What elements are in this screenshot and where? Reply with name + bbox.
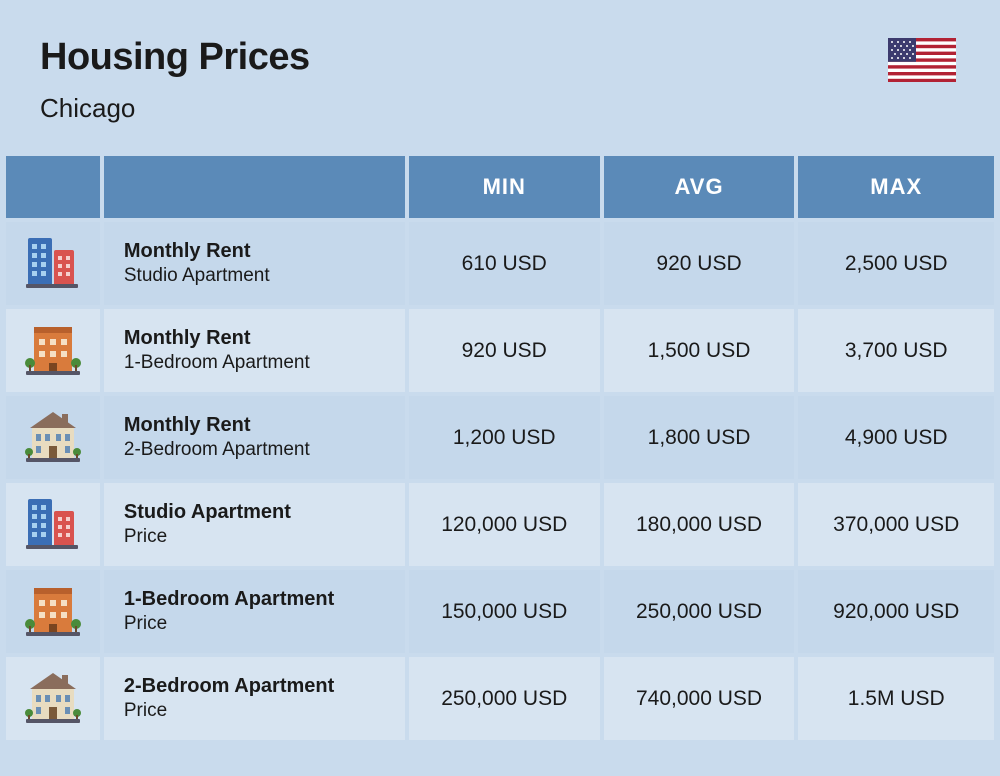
row-icon-cell [6, 657, 100, 740]
usa-flag-icon [888, 38, 956, 82]
row-avg-value: 740,000 USD [604, 657, 795, 740]
header-max: MAX [798, 156, 994, 218]
row-label-cell: Studio Apartment Price [104, 483, 405, 566]
row-subtitle: Price [124, 699, 385, 724]
table-row: Studio Apartment Price 120,000 USD 180,0… [6, 483, 994, 566]
table-row: Monthly Rent 1-Bedroom Apartment 920 USD… [6, 309, 994, 392]
row-avg-value: 1,800 USD [604, 396, 795, 479]
row-icon-cell [6, 483, 100, 566]
row-label-cell: Monthly Rent Studio Apartment [104, 222, 405, 305]
row-avg-value: 920 USD [604, 222, 795, 305]
row-subtitle: 2-Bedroom Apartment [124, 438, 385, 463]
row-label-cell: 1-Bedroom Apartment Price [104, 570, 405, 653]
row-icon-cell [6, 222, 100, 305]
header-section: Housing Prices Chicago [0, 0, 1000, 152]
house-mansion-icon [24, 712, 82, 729]
row-title: Monthly Rent [124, 238, 385, 264]
row-icon-cell [6, 570, 100, 653]
header-min: MIN [409, 156, 600, 218]
row-max-value: 1.5M USD [798, 657, 994, 740]
page-subtitle: Chicago [40, 93, 960, 124]
row-min-value: 920 USD [409, 309, 600, 392]
table-row: 2-Bedroom Apartment Price 250,000 USD 74… [6, 657, 994, 740]
row-max-value: 2,500 USD [798, 222, 994, 305]
table-row: Monthly Rent 2-Bedroom Apartment 1,200 U… [6, 396, 994, 479]
row-subtitle: 1-Bedroom Apartment [124, 351, 385, 376]
row-subtitle: Price [124, 612, 385, 637]
row-max-value: 4,900 USD [798, 396, 994, 479]
row-min-value: 1,200 USD [409, 396, 600, 479]
row-icon-cell [6, 309, 100, 392]
row-min-value: 120,000 USD [409, 483, 600, 566]
table-row: Monthly Rent Studio Apartment 610 USD 92… [6, 222, 994, 305]
row-subtitle: Price [124, 525, 385, 550]
row-max-value: 920,000 USD [798, 570, 994, 653]
header-icon-col [6, 156, 100, 218]
building-brick-icon [24, 625, 82, 642]
row-min-value: 250,000 USD [409, 657, 600, 740]
row-label-cell: Monthly Rent 1-Bedroom Apartment [104, 309, 405, 392]
row-max-value: 3,700 USD [798, 309, 994, 392]
row-label-cell: Monthly Rent 2-Bedroom Apartment [104, 396, 405, 479]
row-max-value: 370,000 USD [798, 483, 994, 566]
row-label-cell: 2-Bedroom Apartment Price [104, 657, 405, 740]
row-avg-value: 250,000 USD [604, 570, 795, 653]
row-min-value: 150,000 USD [409, 570, 600, 653]
house-mansion-icon [24, 451, 82, 468]
header-avg: AVG [604, 156, 795, 218]
table-row: 1-Bedroom Apartment Price 150,000 USD 25… [6, 570, 994, 653]
page-title: Housing Prices [40, 36, 960, 79]
building-brick-icon [24, 364, 82, 381]
table-header-row: MIN AVG MAX [6, 156, 994, 218]
row-title: Monthly Rent [124, 412, 385, 438]
row-title: Studio Apartment [124, 499, 385, 525]
row-subtitle: Studio Apartment [124, 264, 385, 289]
row-avg-value: 180,000 USD [604, 483, 795, 566]
row-title: Monthly Rent [124, 325, 385, 351]
header-label-col [104, 156, 405, 218]
buildings-tall-icon [24, 277, 82, 294]
housing-prices-table: MIN AVG MAX Monthly Rent Studio Apartmen… [0, 152, 1000, 744]
row-title: 1-Bedroom Apartment [124, 586, 385, 612]
buildings-tall-icon [24, 538, 82, 555]
row-avg-value: 1,500 USD [604, 309, 795, 392]
row-icon-cell [6, 396, 100, 479]
row-title: 2-Bedroom Apartment [124, 673, 385, 699]
row-min-value: 610 USD [409, 222, 600, 305]
